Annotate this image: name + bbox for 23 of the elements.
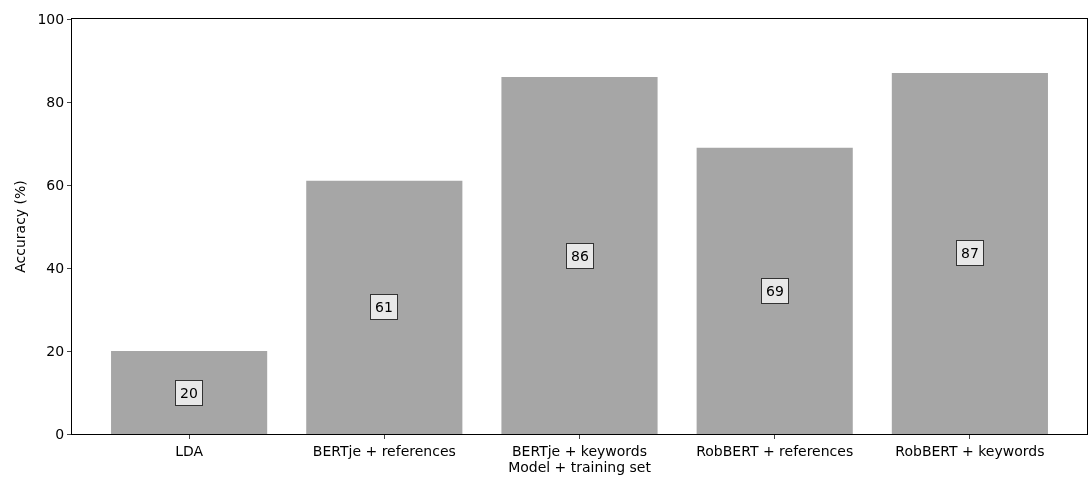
data-label: 20: [180, 385, 198, 401]
y-tick-label: 100: [37, 10, 65, 27]
bar: [111, 351, 268, 434]
data-label: 69: [766, 283, 784, 299]
y-axis-title: Accuracy (%): [12, 180, 29, 273]
x-axis-title: Model + training set: [508, 458, 652, 475]
bar: [501, 77, 658, 434]
y-tick-label: 40: [46, 259, 65, 276]
y-tick-label: 20: [46, 342, 65, 359]
x-tick-label: BERTje + keywords: [511, 442, 648, 459]
data-label: 61: [375, 299, 393, 315]
y-tick-label: 0: [55, 425, 65, 442]
x-tick-label: RobBERT + keywords: [895, 442, 1045, 459]
data-label: 86: [571, 248, 589, 264]
y-tick-label: 80: [46, 93, 65, 110]
bar: [696, 147, 853, 434]
y-tick-label: 60: [46, 176, 65, 193]
x-tick-label: LDA: [175, 442, 204, 459]
x-tick-label: BERTje + references: [312, 442, 456, 459]
bar: [891, 72, 1048, 434]
x-tick-label: RobBERT + references: [696, 442, 854, 459]
bar: [306, 180, 463, 434]
data-label: 87: [961, 245, 979, 261]
